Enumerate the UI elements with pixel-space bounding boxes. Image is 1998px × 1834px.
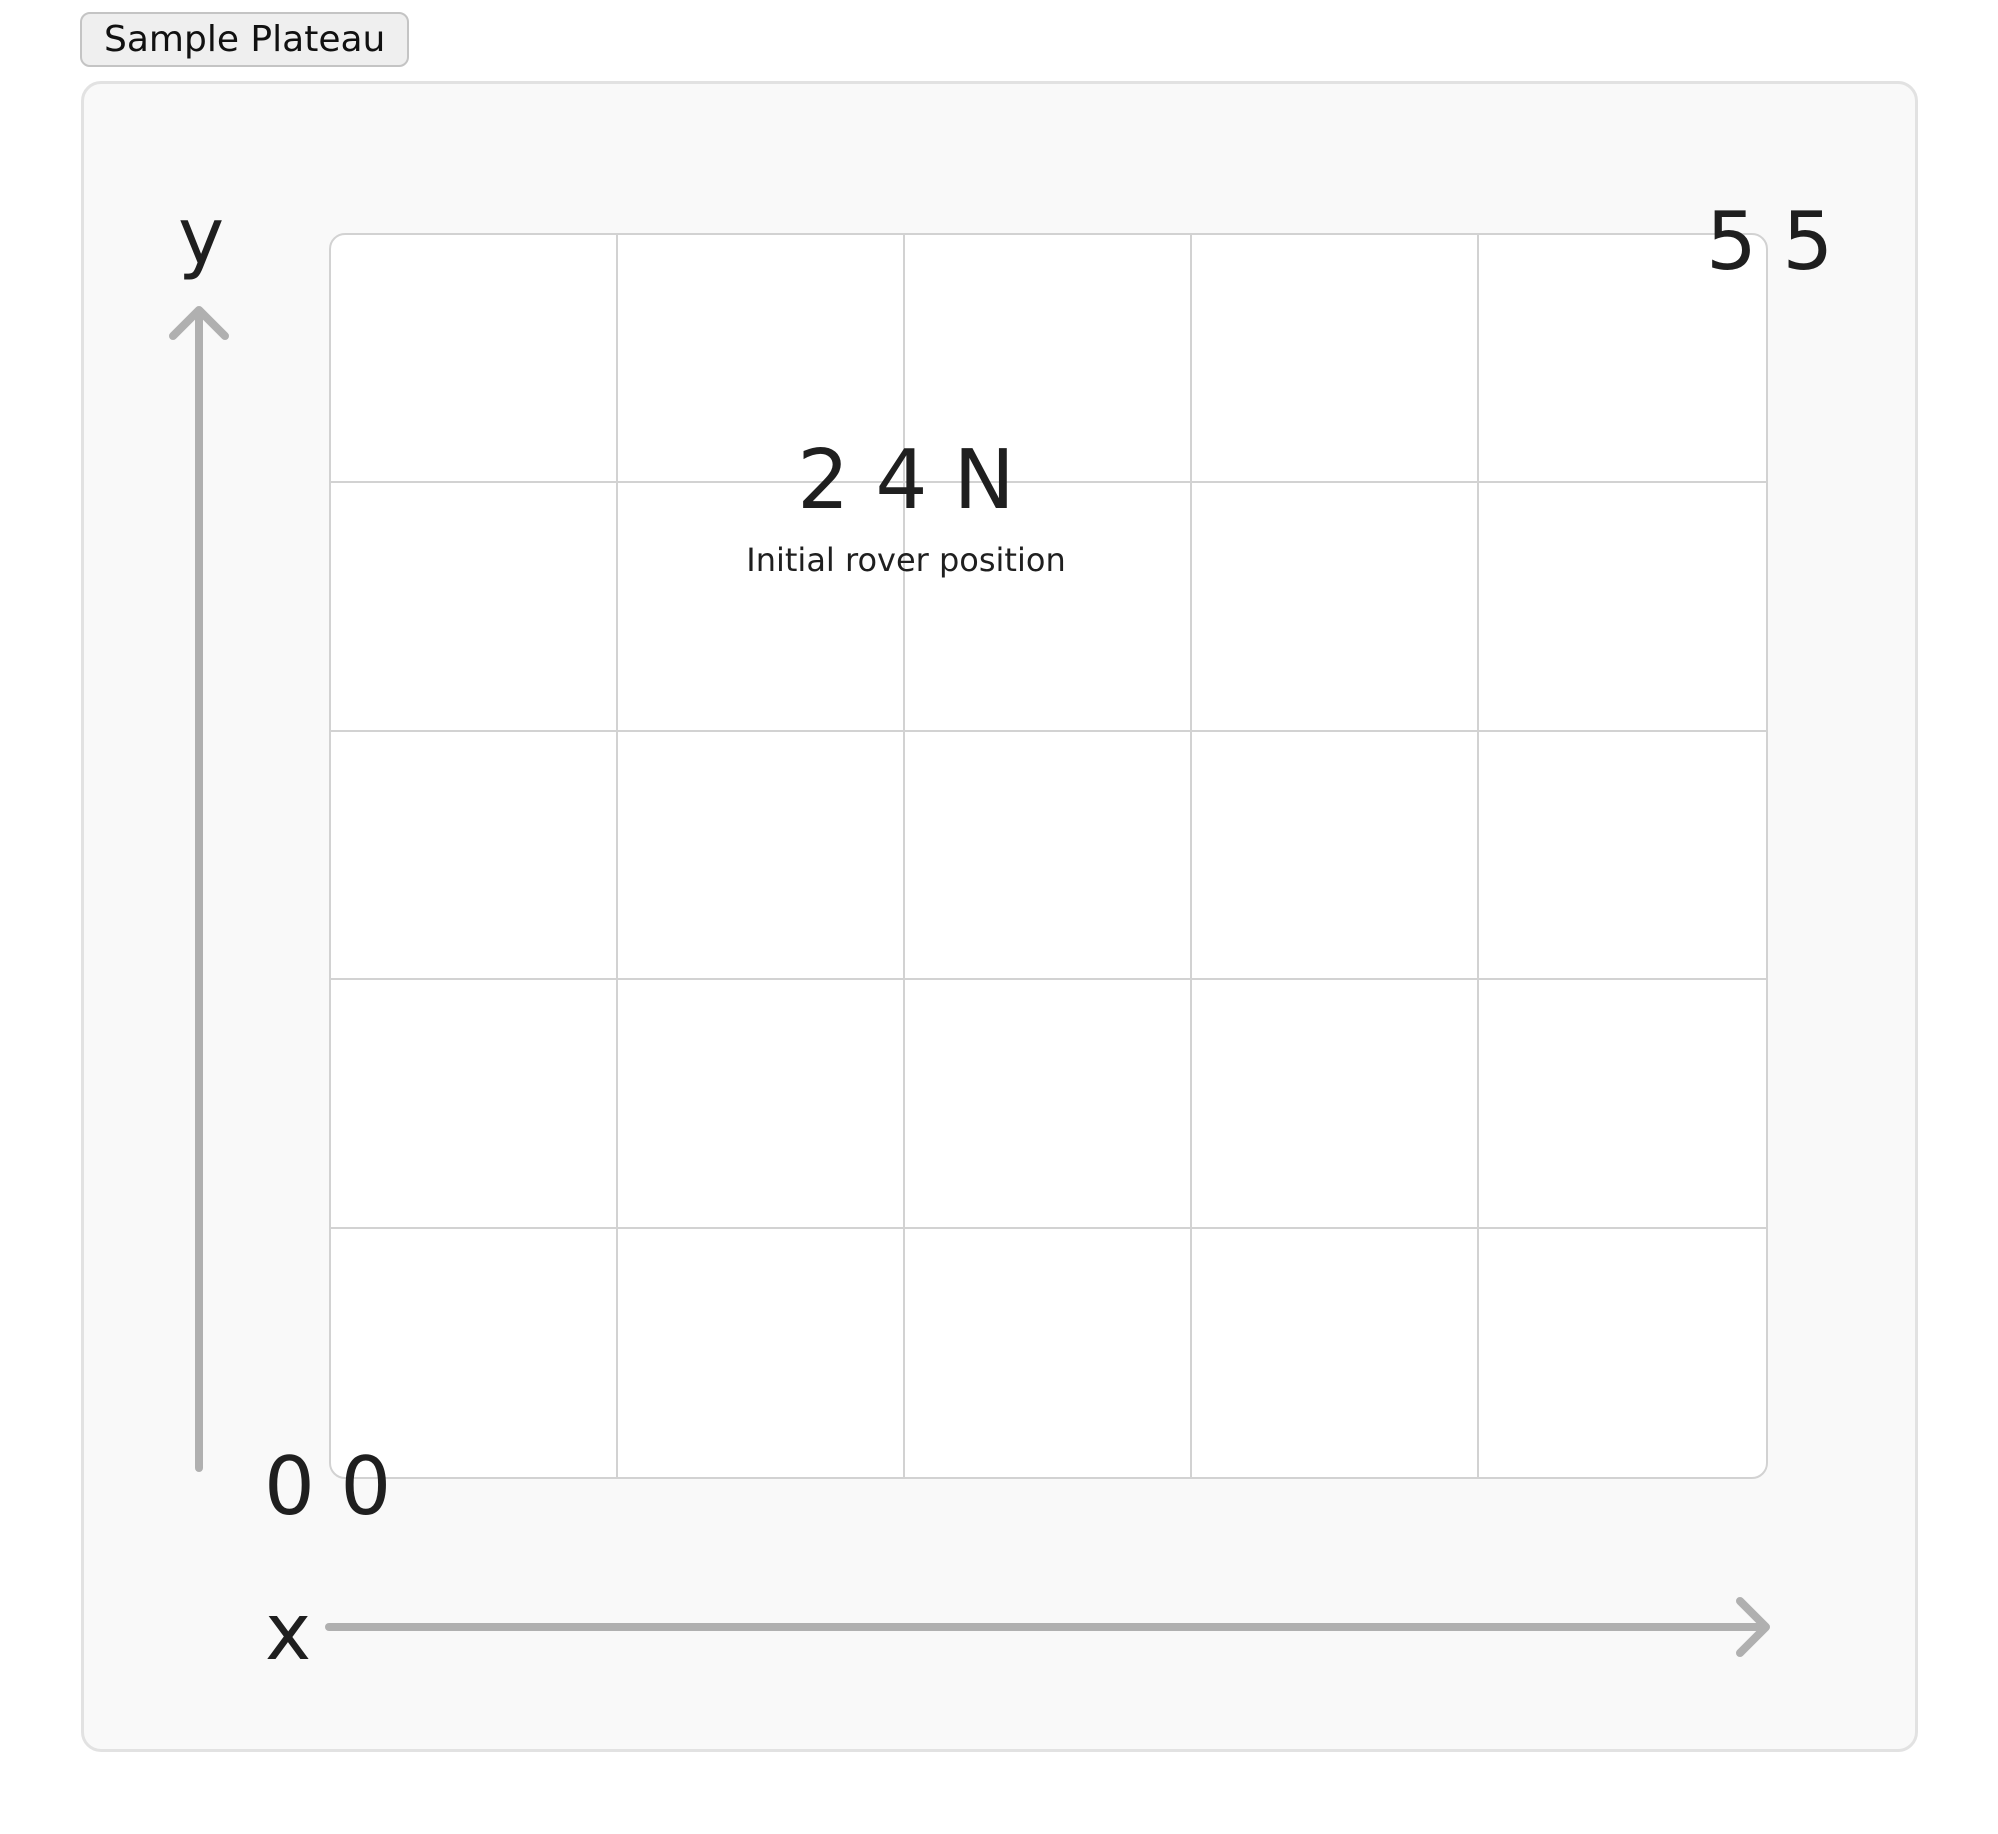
plateau-grid bbox=[329, 233, 1768, 1479]
grid-cell bbox=[618, 235, 905, 484]
grid-cell bbox=[1192, 980, 1479, 1229]
upper-right-coordinate: 5 5 bbox=[1706, 195, 1834, 288]
grid-cell bbox=[905, 1228, 1192, 1477]
grid-cell bbox=[1192, 235, 1479, 484]
grid-cell bbox=[905, 980, 1192, 1229]
grid-cell bbox=[618, 1228, 905, 1477]
grid-cell bbox=[905, 235, 1192, 484]
grid-cell bbox=[331, 731, 618, 981]
grid-cell bbox=[1192, 731, 1479, 981]
grid-cell bbox=[1479, 483, 1766, 732]
grid-cell bbox=[618, 980, 905, 1229]
rover-marker: 2 4 N Initial rover position bbox=[746, 433, 1066, 579]
grid-cell bbox=[331, 980, 618, 1229]
y-axis-label: y bbox=[178, 192, 225, 282]
grid-cell bbox=[905, 731, 1192, 981]
grid-cell bbox=[618, 731, 905, 981]
grid-cell bbox=[905, 483, 1192, 732]
grid-cell bbox=[1479, 235, 1766, 484]
grid-cell bbox=[1192, 1228, 1479, 1477]
grid-cell bbox=[1479, 980, 1766, 1229]
grid-cell bbox=[331, 235, 618, 484]
grid-cell bbox=[331, 483, 618, 732]
x-axis-label: x bbox=[265, 1588, 312, 1678]
grid-cell bbox=[1479, 732, 1766, 981]
grid-cell bbox=[1192, 483, 1479, 732]
origin-coordinate: 0 0 bbox=[264, 1440, 392, 1533]
sample-plateau-button[interactable]: Sample Plateau bbox=[80, 12, 410, 67]
grid-cell bbox=[1479, 1229, 1766, 1477]
rover-position-text: 2 4 N bbox=[797, 433, 1015, 528]
rover-caption: Initial rover position bbox=[746, 541, 1066, 579]
grid-cell bbox=[331, 1228, 618, 1477]
grid-cell bbox=[618, 483, 905, 732]
